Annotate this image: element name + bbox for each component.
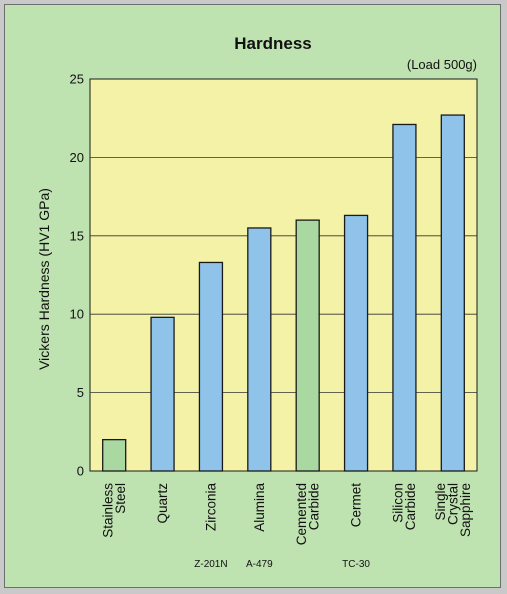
bar: [440, 114, 465, 472]
bar: [392, 123, 417, 472]
x-tick-label: Sapphire: [458, 483, 473, 537]
x-tick-label: Quartz: [155, 483, 170, 524]
chart-panel: Hardness (Load 500g) Vickers Hardness (H…: [4, 4, 501, 588]
bar: [247, 227, 272, 472]
y-tick-label: 5: [77, 385, 84, 400]
bar: [343, 214, 369, 472]
bar: [102, 438, 127, 472]
x-tick-label: Cemented: [294, 483, 309, 545]
x-tick-label: Crystal: [445, 483, 460, 525]
grade-label: TC-30: [342, 559, 370, 570]
y-tick-label: 0: [77, 464, 84, 479]
load-annotation: (Load 500g): [407, 57, 477, 72]
chart-title: Hardness: [234, 34, 311, 53]
x-tick-label: Silicon: [391, 483, 406, 523]
y-tick-labels: 0 5 10 15 20 25: [70, 72, 84, 479]
grade-label: Z-201N: [194, 559, 227, 570]
y-tick-label: 25: [70, 72, 84, 87]
x-tick-label: Steel: [113, 483, 128, 514]
x-tick-label: Single: [433, 483, 448, 521]
plot-area: [89, 78, 478, 472]
x-tick-label: Cermet: [349, 483, 364, 528]
x-tick-label: Carbide: [306, 483, 321, 530]
bar: [150, 316, 175, 472]
x-tick-label: Zirconia: [203, 483, 218, 532]
y-axis-label: Vickers Hardness (HV1 GPa): [36, 188, 52, 370]
x-tick-label: Carbide: [403, 483, 418, 530]
bar: [198, 261, 224, 472]
grade-labels: Z-201N A-479 TC-30: [194, 559, 370, 570]
y-tick-label: 15: [70, 228, 84, 243]
bar: [295, 219, 320, 472]
x-tick-label: Stainless: [100, 483, 115, 538]
x-tick-label: Alumina: [252, 483, 267, 532]
bars: [102, 114, 465, 472]
hardness-bar-chart: Hardness (Load 500g) Vickers Hardness (H…: [36, 34, 478, 570]
y-tick-label: 10: [70, 307, 84, 322]
y-tick-label: 20: [70, 150, 84, 165]
grade-label: A-479: [246, 559, 273, 570]
